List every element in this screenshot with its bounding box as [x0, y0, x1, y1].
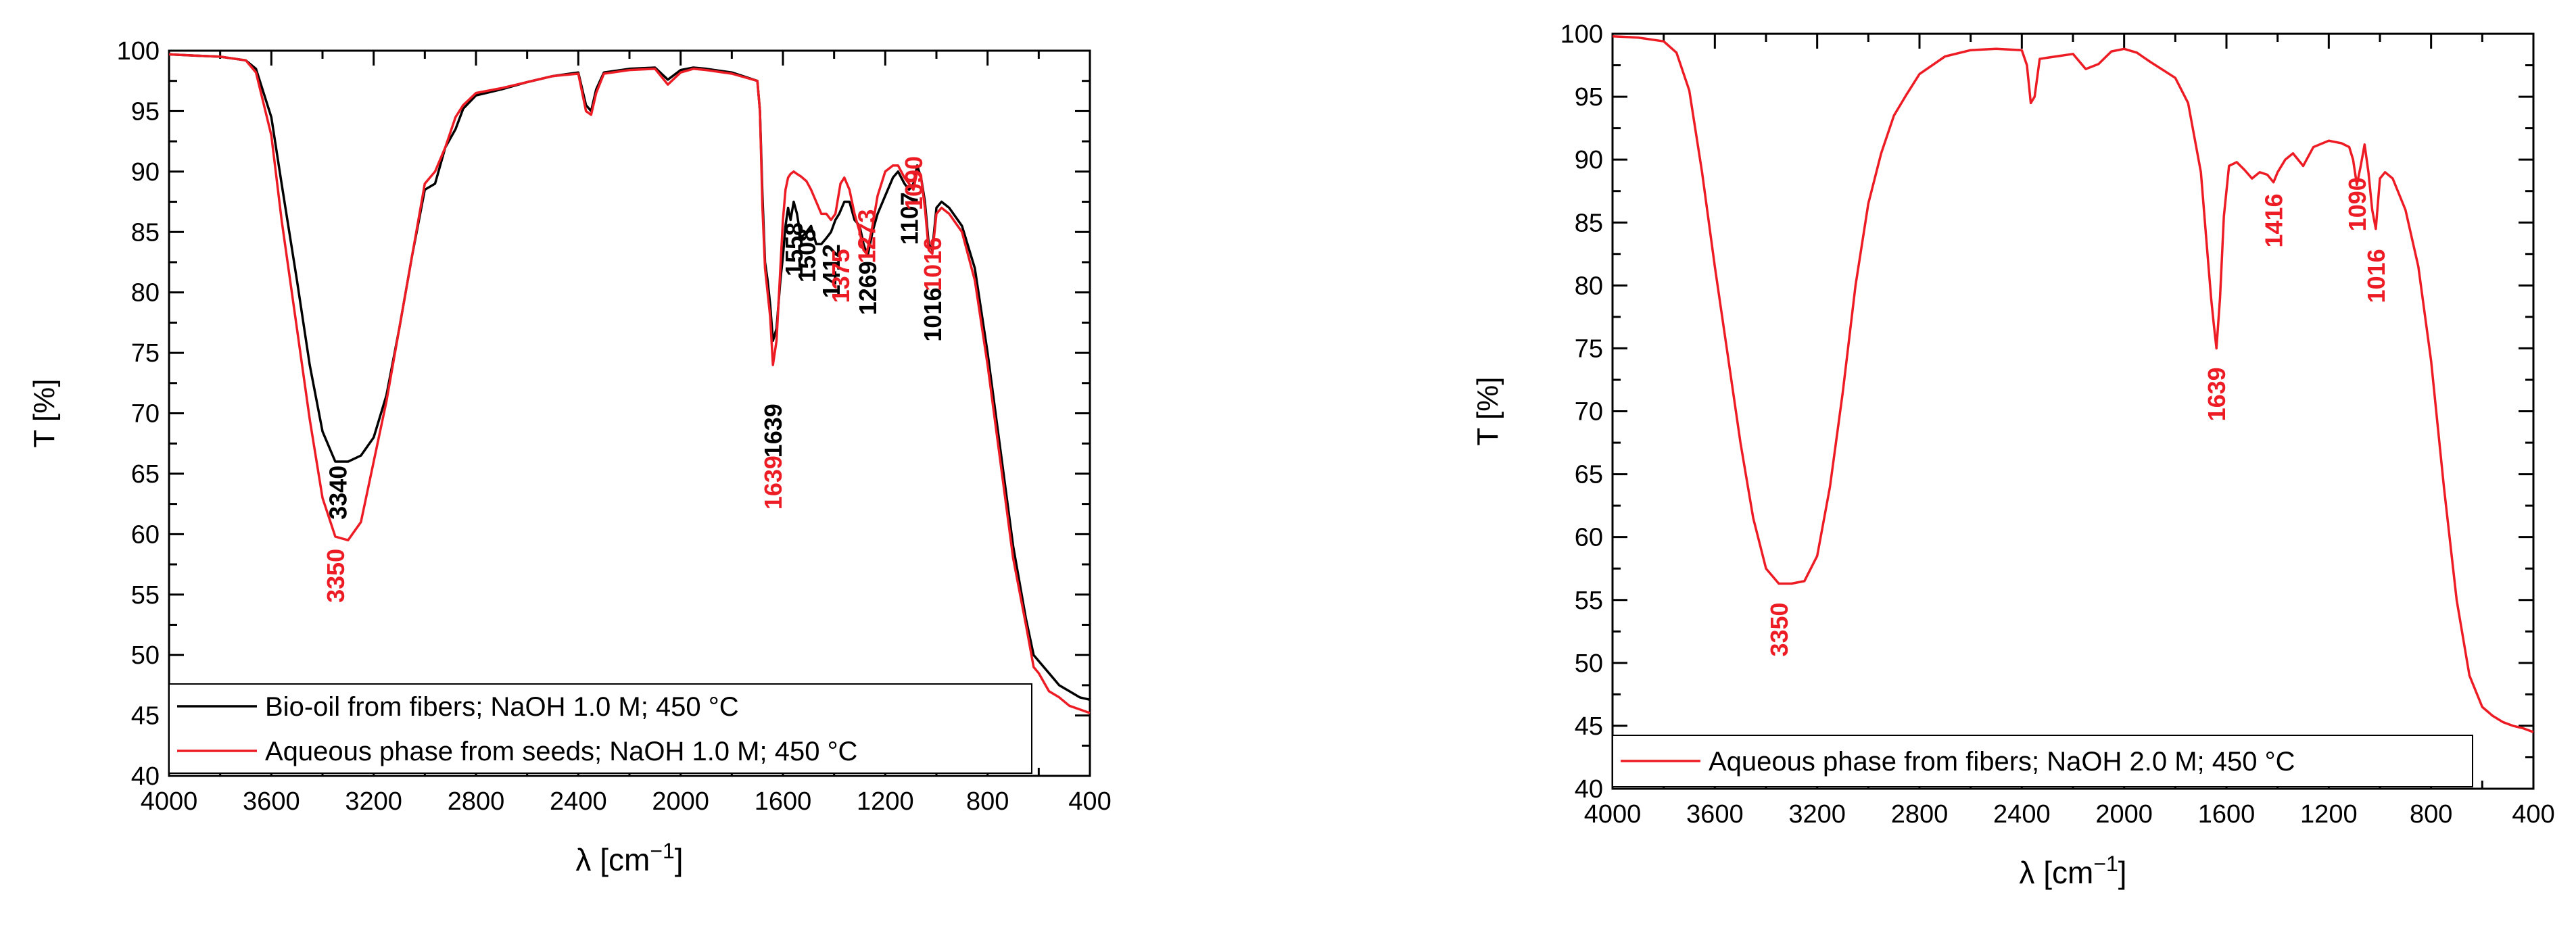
y-tick-label: 60	[131, 520, 160, 549]
legend-box	[1612, 735, 2473, 787]
chart-right: 40 45 50 55 60 65 70 75 80 85 90 95 100 4000 3600 3200 2…	[1471, 20, 2555, 890]
x-tick-label: 800	[966, 787, 1009, 816]
y-tick-label: 75	[131, 339, 160, 368]
series-line-2	[168, 53, 1091, 714]
x-tick-label: 3600	[1686, 800, 1744, 829]
x-tick-label: 1600	[755, 787, 812, 816]
x-tick-label: 1200	[2300, 800, 2358, 829]
peak-label: 3340	[325, 466, 352, 520]
x-axis-label-end: ]	[2118, 855, 2127, 890]
legend-label: Aqueous phase from fibers; NaOH 2.0 M; 4…	[1709, 747, 2295, 777]
y-tick-label: 40	[131, 762, 160, 791]
peak-label: 3350	[322, 549, 350, 603]
peak-label: 1016	[919, 288, 947, 342]
y-tick-label: 55	[131, 581, 160, 610]
plot-frame	[1611, 32, 2535, 790]
peak-label: 1558	[780, 222, 808, 276]
x-axis-label: λ [cm−1]	[575, 839, 683, 877]
y-axis-label: T [%]	[1471, 377, 1504, 446]
y-tick-label: 90	[131, 158, 160, 187]
peak-label: 1016	[919, 237, 947, 291]
peak-label: 1416	[2260, 193, 2288, 247]
x-axis-label-superscript: −1	[2093, 852, 2118, 876]
x-tick-label: 4000	[141, 787, 198, 816]
y-tick-label: 100	[117, 37, 160, 66]
peak-label: 1412	[817, 244, 845, 298]
y-tick-label: 50	[1575, 649, 1603, 678]
y-tick-label: 75	[1575, 335, 1603, 363]
y-tick-label: 95	[131, 97, 160, 126]
peak-label: 1090	[900, 156, 928, 210]
x-tick-label: 3200	[345, 787, 402, 816]
x-tick-label: 2400	[550, 787, 607, 816]
peak-label: 1090	[2343, 177, 2371, 231]
x-tick-label: 2000	[652, 787, 709, 816]
x-tick-label: 400	[1068, 787, 1111, 816]
x-axis-label-superscript: −1	[650, 839, 674, 863]
x-axis-label-main: λ [cm	[2019, 855, 2093, 890]
legend-label: Aqueous phase from seeds; NaOH 1.0 M; 45…	[265, 737, 857, 766]
y-tick-label: 100	[1560, 20, 1603, 49]
series-line-1	[168, 53, 1091, 702]
legend-box	[168, 683, 1032, 774]
x-tick-label: 2800	[448, 787, 505, 816]
y-tick-label: 65	[1575, 461, 1603, 489]
y-tick-label: 70	[131, 400, 160, 428]
peak-label: 1375	[827, 249, 855, 303]
y-tick-label: 80	[1575, 272, 1603, 300]
peak-label: 1273	[853, 210, 881, 264]
y-axis-label: T [%]	[28, 379, 61, 448]
plot-frame	[168, 49, 1091, 777]
x-tick-label: 3200	[1788, 800, 1846, 829]
y-tick-label: 40	[1575, 775, 1603, 804]
peak-label: 1639	[759, 403, 787, 458]
y-tick-label: 45	[1575, 712, 1603, 741]
peak-label: 1269	[854, 261, 882, 315]
y-tick-label: 90	[1575, 146, 1603, 174]
x-axis-label-main: λ [cm	[575, 842, 650, 877]
peak-label: 1016	[2362, 249, 2390, 303]
peak-label: 1107	[896, 192, 924, 245]
x-axis-label: λ [cm−1]	[2019, 852, 2126, 890]
series-line-1	[1612, 34, 2534, 733]
x-tick-label: 2400	[1993, 800, 2051, 829]
x-tick-label: 3600	[243, 787, 300, 816]
y-tick-label: 50	[131, 641, 160, 670]
x-axis-label-end: ]	[675, 842, 684, 877]
y-tick-label: 85	[1575, 209, 1603, 237]
y-tick-label: 95	[1575, 83, 1603, 112]
x-tick-label: 1200	[857, 787, 914, 816]
peak-label: 1508	[793, 228, 821, 283]
y-tick-label: 65	[131, 460, 160, 489]
legend-label: Bio-oil from fibers; NaOH 1.0 M; 450 °C	[265, 692, 739, 722]
peak-label: 1639	[759, 456, 787, 510]
y-tick-label: 85	[131, 218, 160, 247]
x-tick-label: 2000	[2095, 800, 2153, 829]
y-tick-label: 80	[131, 279, 160, 308]
x-tick-label: 400	[2512, 800, 2554, 829]
y-tick-label: 70	[1575, 398, 1603, 426]
x-tick-label: 1600	[2198, 800, 2256, 829]
x-tick-label: 800	[2410, 800, 2452, 829]
peak-label: 1639	[2203, 367, 2231, 421]
x-tick-label: 4000	[1584, 800, 1642, 829]
y-tick-label: 60	[1575, 524, 1603, 552]
peak-label: 3350	[1765, 602, 1793, 656]
chart-left: 40 45 50 55 60 65 70 75 80 85 90 95 100 4000 3600 3200 2…	[28, 37, 1112, 877]
y-tick-label: 45	[131, 702, 160, 731]
y-tick-label: 55	[1575, 587, 1603, 615]
x-tick-label: 2800	[1891, 800, 1949, 829]
